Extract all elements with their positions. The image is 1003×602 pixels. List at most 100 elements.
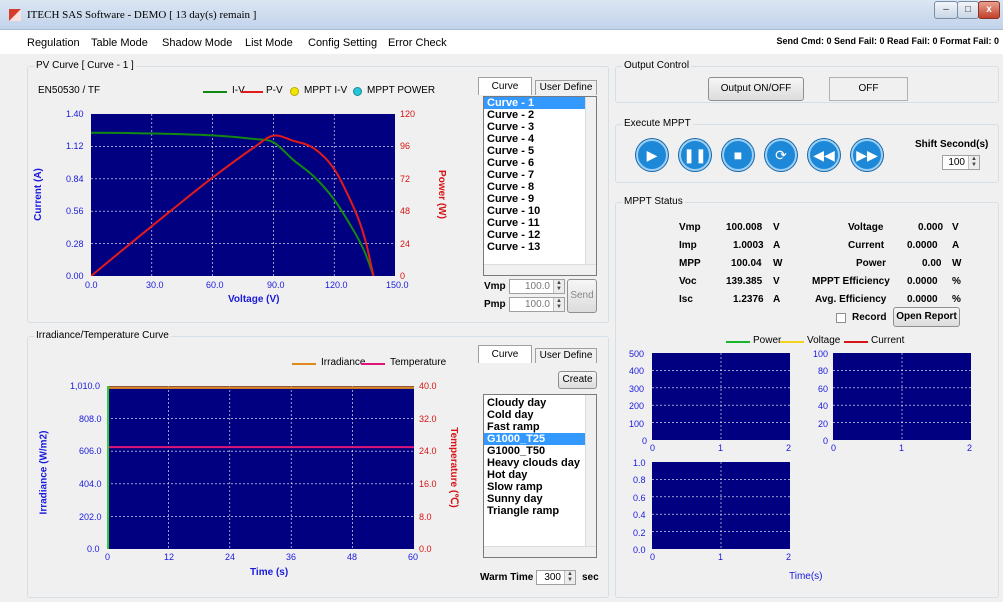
open-report-button[interactable]: Open Report [893,307,960,327]
curve-list-item[interactable]: Curve - 1 [484,97,596,109]
maximize-button[interactable]: □ [957,1,979,19]
curve-list-item[interactable]: Curve - 7 [487,169,535,181]
profile-list-item[interactable]: Heavy clouds day [487,457,580,469]
profile-list-item[interactable]: Cold day [487,409,534,421]
legend-irradiance: Irradiance [321,357,366,368]
menu-error-check[interactable]: Error Check [388,37,447,49]
profile-list-item[interactable]: Slow ramp [487,481,543,493]
curve-listbox[interactable]: Curve - 1 Curve - 2 Curve - 3 Curve - 4 Curv… [483,96,597,276]
current-mini-plot [652,462,790,549]
tab-curve[interactable]: Curve [478,77,532,95]
irr-y-tick: 404.0 [79,479,102,489]
curve-list-item[interactable]: Curve - 3 [487,121,535,133]
fast-forward-icon: ▶▶ [856,147,878,163]
play-button[interactable]: ▶ [636,139,668,171]
stop-icon: ■ [733,147,743,163]
irr-x-tick: 48 [347,552,358,562]
rewind-button[interactable]: ◀◀ [808,139,840,171]
profile-list-item[interactable]: G1000_T25 [484,433,596,445]
tab-user-define[interactable]: User Define [535,80,597,95]
pmp-input[interactable]: 100.0 ▲ ▼ [509,297,565,312]
spinner-arrows-icon[interactable]: ▲ ▼ [553,298,564,311]
status-current-value: 0.0000 [907,240,938,251]
curve-list-hscrollbar[interactable] [484,264,596,275]
tab-irr-user-define[interactable]: User Define [535,348,597,363]
curve-list-item[interactable]: Curve - 5 [487,145,535,157]
irradiance-title: Irradiance/Temperature Curve [34,330,171,341]
profile-list-hscrollbar[interactable] [484,546,596,557]
status-voc-value: 139.385 [726,276,763,287]
pv-y-tick: 1.12 [66,141,84,151]
spinner-arrows-icon[interactable]: ▲ ▼ [564,571,575,584]
mppt-status-group: MPPT Status Vmp 100.008 V Imp 1.0003 A M… [615,196,999,598]
profile-listbox[interactable]: Cloudy day Cold day Fast ramp G1000_T25 G100… [483,394,597,558]
warm-time-unit: sec [582,572,599,583]
curve-list-item[interactable]: Curve - 9 [487,193,535,205]
status-vmp-value: 100.008 [726,222,763,233]
menu-list-mode[interactable]: List Mode [245,37,293,49]
shift-seconds-input[interactable]: 100 ▲ ▼ [942,155,980,170]
pv-y2-tick: 72 [400,174,411,184]
power-x-tick: 2 [786,443,792,453]
voltage-x-tick: 1 [899,443,905,453]
legend-temperature-line [361,363,385,365]
tab-irr-curve[interactable]: Curve [478,345,532,363]
pv-y-tick: 1.40 [66,109,84,119]
power-x-tick: 1 [718,443,724,453]
profile-list-item[interactable]: Cloudy day [487,397,547,409]
app-logo-icon [9,9,21,21]
profile-list-item[interactable]: G1000_T50 [487,445,546,457]
stop-button[interactable]: ■ [722,139,754,171]
menu-bar: Regulation Table Mode Shadow Mode List M… [0,30,1003,54]
warm-time-label: Warm Time [480,572,534,583]
minimize-button[interactable]: – [934,1,958,19]
status-power-value: 0.00 [922,258,942,269]
spinner-arrows-icon[interactable]: ▲ ▼ [553,280,564,293]
menu-table-mode[interactable]: Table Mode [91,37,148,49]
pv-y-tick: 0.00 [66,271,84,281]
curve-list-item[interactable]: Curve - 12 [487,229,541,241]
refresh-icon: ⟳ [775,147,787,163]
warm-time-value: 300 [544,572,561,583]
menu-config-setting[interactable]: Config Setting [308,37,378,49]
command-status: Send Cmd: 0 Send Fail: 0 Read Fail: 0 Fo… [776,36,999,46]
profile-list-item[interactable]: Hot day [487,469,528,481]
send-button[interactable]: Send [567,279,597,313]
curve-list-scrollbar[interactable] [585,97,596,264]
pv-y2-tick: 48 [400,206,411,216]
curve-list-item[interactable]: Curve - 8 [487,181,535,193]
pause-button[interactable]: ❚❚ [679,139,711,171]
iv-curve-line [91,131,375,276]
power-tick: 300 [629,384,645,394]
fast-forward-button[interactable]: ▶▶ [851,139,883,171]
curve-list-item[interactable]: Curve - 4 [487,133,535,145]
irr-y-tick: 606.0 [79,446,102,456]
vmp-input[interactable]: 100.0 ▲ ▼ [509,279,565,294]
pause-icon: ❚❚ [683,147,707,163]
curve-list-item[interactable]: Curve - 2 [487,109,535,121]
curve-list-item[interactable]: Curve - 13 [487,241,541,253]
close-button[interactable]: x [978,1,1000,19]
spinner-arrows-icon[interactable]: ▲ ▼ [968,156,979,169]
legend-power-line [726,341,750,343]
legend-pv-line [241,91,263,93]
refresh-button[interactable]: ⟳ [765,139,797,171]
record-checkbox[interactable] [836,313,846,323]
profile-list-item[interactable]: Sunny day [487,493,543,505]
menu-regulation[interactable]: Regulation [27,37,80,49]
warm-time-input[interactable]: 300 ▲ ▼ [536,570,576,585]
legend-iv: I-V [232,85,245,96]
pv-y-tick: 0.56 [66,206,84,216]
create-button[interactable]: Create [558,371,597,389]
profile-list-item[interactable]: Fast ramp [487,421,540,433]
irr-y2-tick: 32.0 [419,414,437,424]
irradiance-group: Irradiance/Temperature Curve Irradiance … [27,330,609,598]
curve-list-item[interactable]: Curve - 6 [487,157,535,169]
curve-list-item[interactable]: Curve - 11 [487,217,540,229]
curve-list-item[interactable]: Curve - 10 [487,205,541,217]
profile-list-item[interactable]: Triangle ramp [487,505,560,517]
output-onoff-button[interactable]: Output ON/OFF [708,77,804,101]
profile-list-scrollbar[interactable] [585,395,596,546]
menu-shadow-mode[interactable]: Shadow Mode [162,37,233,49]
status-current-unit: A [952,240,960,251]
